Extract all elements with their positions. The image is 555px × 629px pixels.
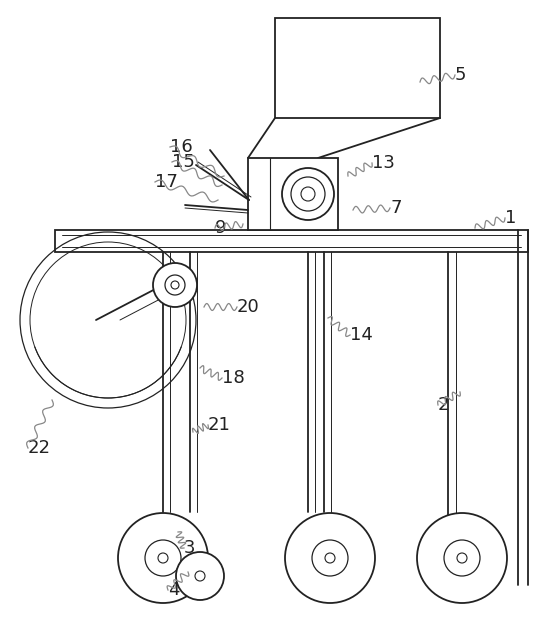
Circle shape [145, 540, 181, 576]
Text: 21: 21 [208, 416, 231, 434]
Circle shape [158, 553, 168, 563]
Circle shape [171, 281, 179, 289]
Circle shape [444, 540, 480, 576]
Circle shape [153, 263, 197, 307]
Text: 20: 20 [237, 298, 260, 316]
Text: 13: 13 [372, 154, 395, 172]
Text: 14: 14 [350, 326, 373, 344]
Circle shape [417, 513, 507, 603]
Circle shape [457, 553, 467, 563]
Circle shape [195, 571, 205, 581]
Text: 2: 2 [438, 396, 450, 414]
Text: 3: 3 [184, 539, 195, 557]
Circle shape [301, 187, 315, 201]
Circle shape [312, 540, 348, 576]
Text: 16: 16 [170, 138, 193, 156]
Text: 1: 1 [505, 209, 516, 227]
Text: 5: 5 [455, 66, 467, 84]
Bar [248, 158, 338, 230]
Text: 17: 17 [155, 173, 178, 191]
Text: 9: 9 [215, 219, 226, 237]
Text: 22: 22 [28, 439, 51, 457]
Text: 15: 15 [172, 153, 195, 171]
Circle shape [285, 513, 375, 603]
Circle shape [165, 275, 185, 295]
Circle shape [325, 553, 335, 563]
Circle shape [176, 552, 224, 600]
Text: 7: 7 [390, 199, 401, 217]
Circle shape [118, 513, 208, 603]
Bar [275, 18, 440, 118]
Circle shape [291, 177, 325, 211]
Text: 4: 4 [168, 581, 179, 599]
Text: 18: 18 [222, 369, 245, 387]
Circle shape [282, 168, 334, 220]
Bar [55, 230, 528, 252]
